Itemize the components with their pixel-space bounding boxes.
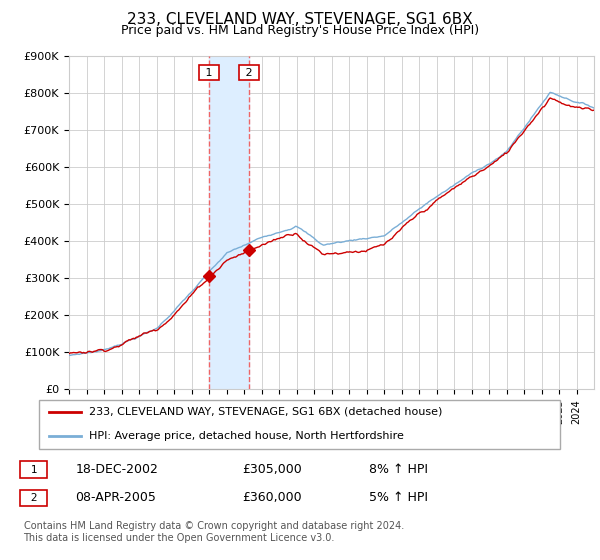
Text: Price paid vs. HM Land Registry's House Price Index (HPI): Price paid vs. HM Land Registry's House … — [121, 24, 479, 36]
Text: 18-DEC-2002: 18-DEC-2002 — [76, 463, 158, 476]
Text: 2: 2 — [242, 68, 256, 78]
Text: 2: 2 — [23, 493, 44, 503]
Text: £305,000: £305,000 — [242, 463, 302, 476]
Text: HPI: Average price, detached house, North Hertfordshire: HPI: Average price, detached house, Nort… — [89, 431, 404, 441]
FancyBboxPatch shape — [38, 400, 560, 449]
Text: 1: 1 — [23, 465, 44, 475]
Text: £360,000: £360,000 — [242, 492, 302, 505]
Text: 233, CLEVELAND WAY, STEVENAGE, SG1 6BX (detached house): 233, CLEVELAND WAY, STEVENAGE, SG1 6BX (… — [89, 407, 442, 417]
Text: 08-APR-2005: 08-APR-2005 — [76, 492, 156, 505]
Text: 5% ↑ HPI: 5% ↑ HPI — [369, 492, 428, 505]
Text: Contains HM Land Registry data © Crown copyright and database right 2024.
This d: Contains HM Land Registry data © Crown c… — [23, 521, 404, 543]
Text: 1: 1 — [202, 68, 216, 78]
Text: 233, CLEVELAND WAY, STEVENAGE, SG1 6BX: 233, CLEVELAND WAY, STEVENAGE, SG1 6BX — [127, 12, 473, 27]
Text: 8% ↑ HPI: 8% ↑ HPI — [369, 463, 428, 476]
Bar — [209, 56, 249, 389]
